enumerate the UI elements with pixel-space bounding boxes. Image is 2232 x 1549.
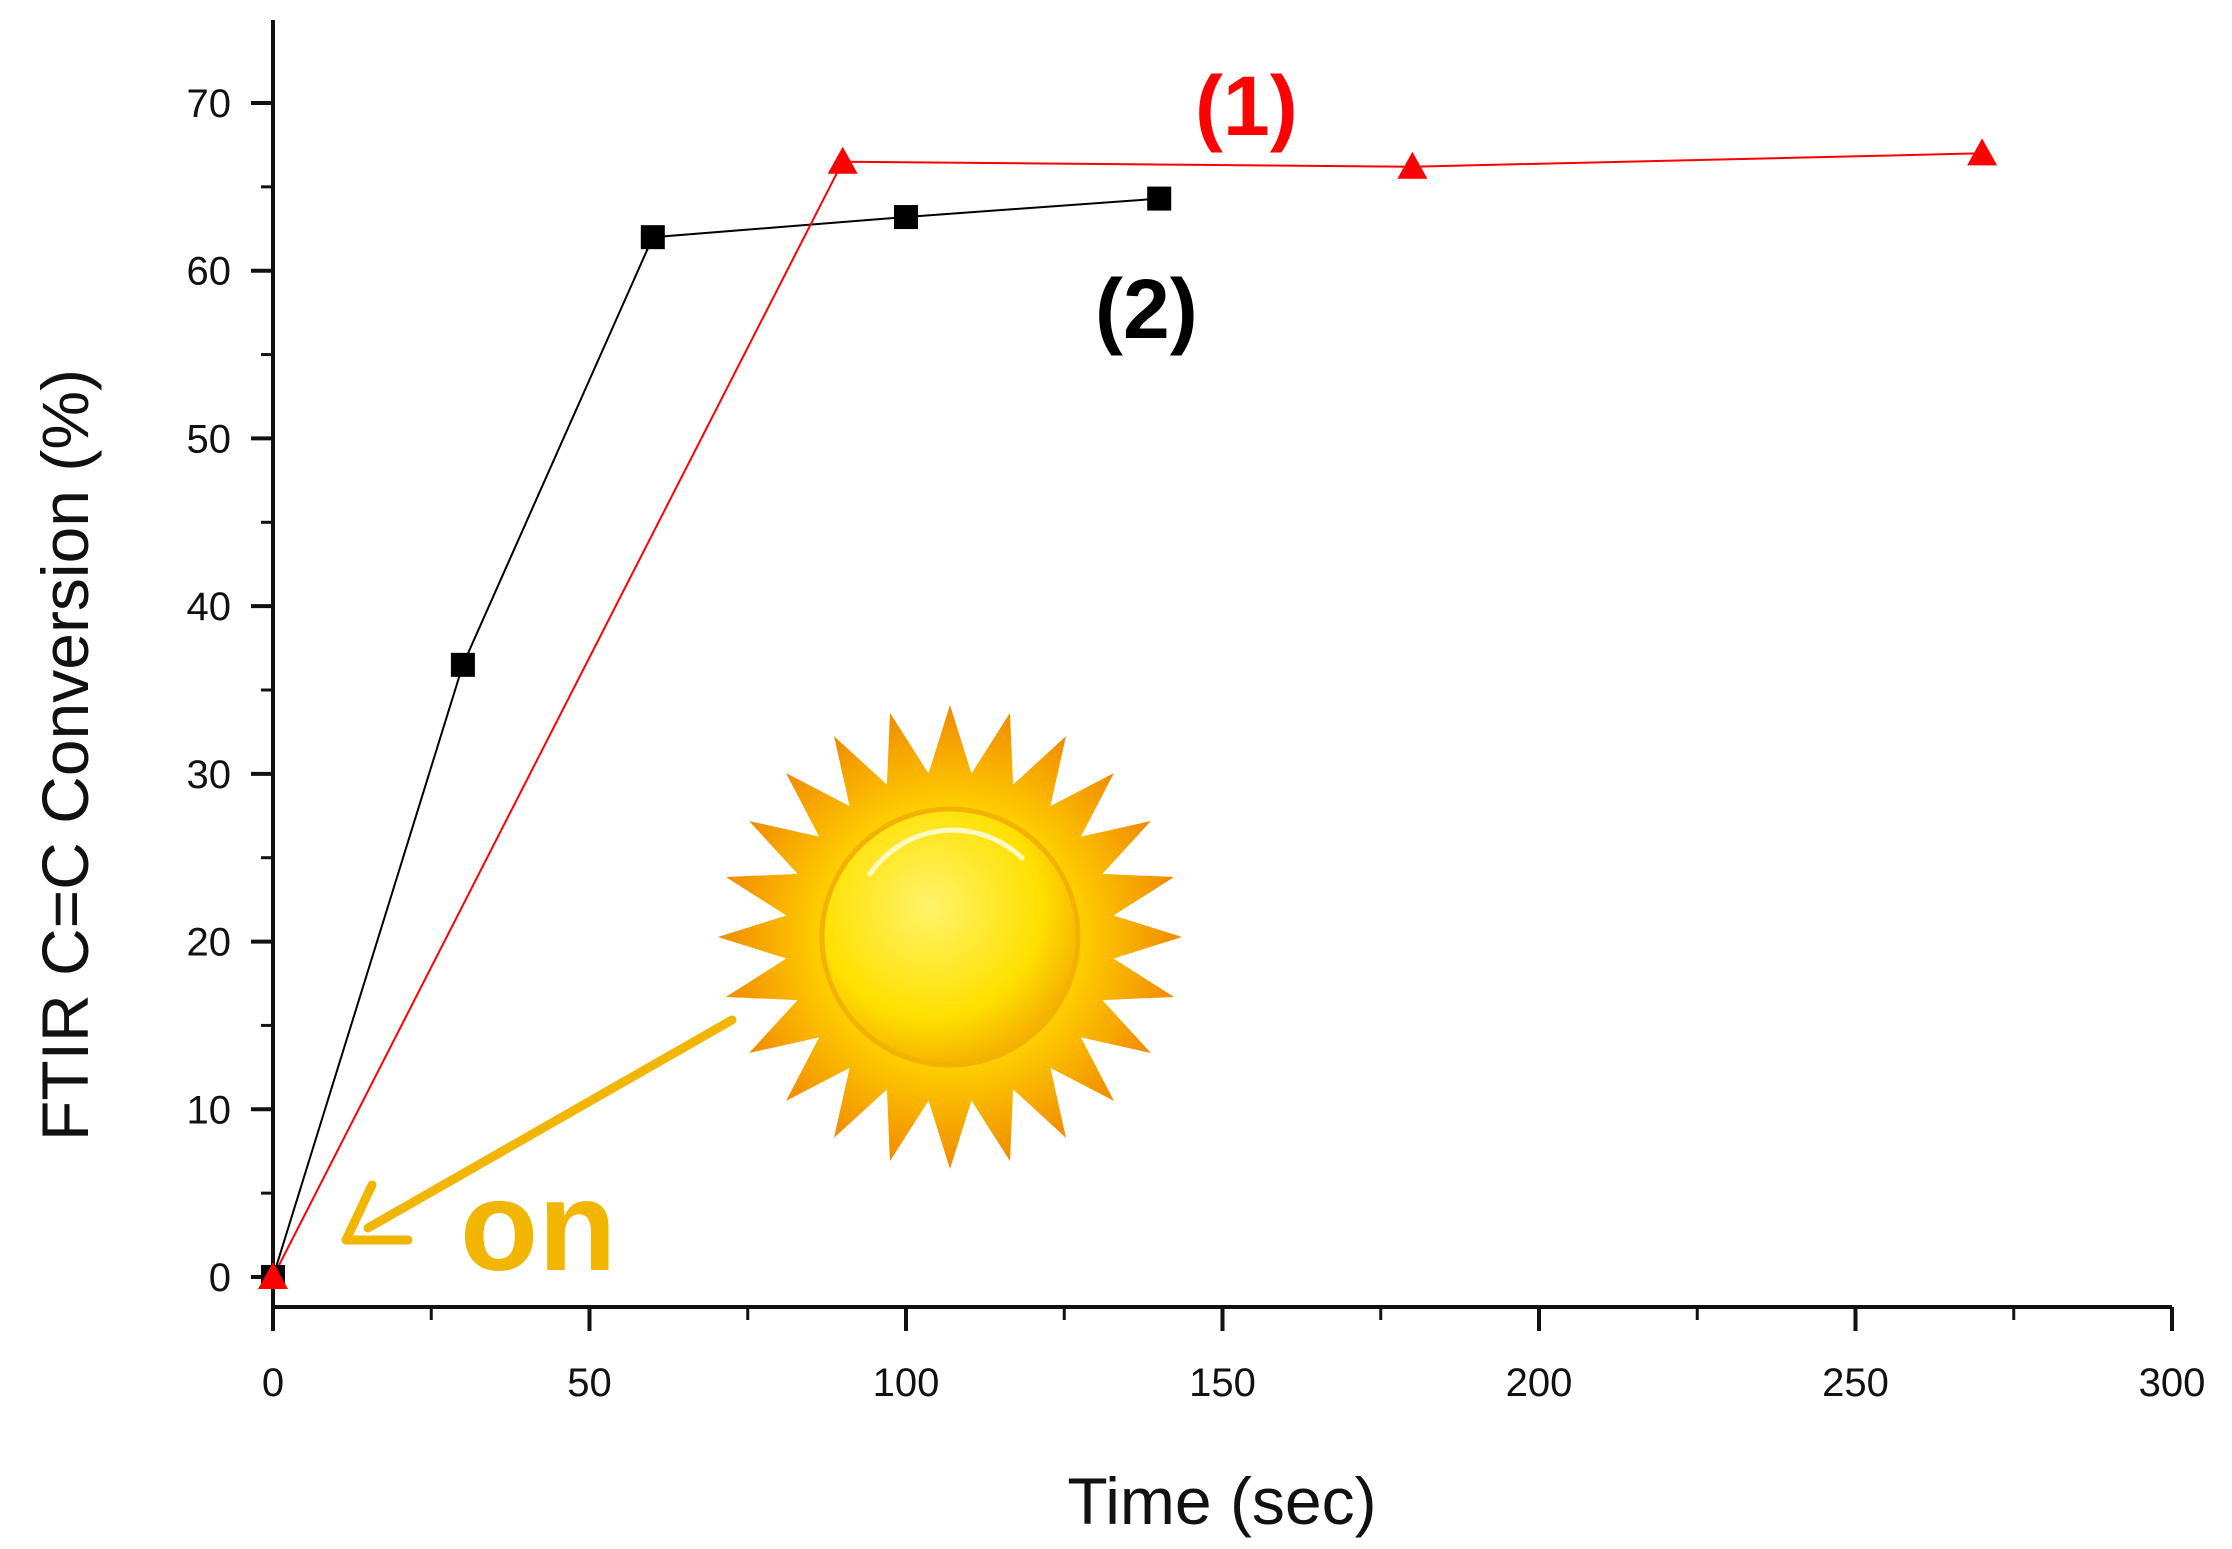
plot-series <box>258 138 1998 1289</box>
series-2-label: (2) <box>1095 262 1198 356</box>
series-2-point <box>894 205 918 230</box>
series-2-line <box>272 197 1160 1278</box>
series-2-point <box>640 225 665 250</box>
series-1-label: (1) <box>1195 59 1298 153</box>
y-axis-title: FTIR C=C Conversion (%) <box>28 369 102 1141</box>
x-ticks: 0 50 100 150 200 250 300 <box>262 1307 2206 1405</box>
x-axis-title: Time (sec) <box>1067 1464 1376 1538</box>
sun-icon <box>718 705 1182 1169</box>
y-tick-label: 20 <box>187 921 232 965</box>
arrow-icon <box>341 1015 737 1245</box>
y-tick-label: 30 <box>187 753 232 797</box>
series-1-point <box>258 1262 288 1289</box>
x-tick-label: 250 <box>1822 1361 1889 1405</box>
y-ticks: 0 10 20 30 40 50 60 70 <box>187 82 273 1300</box>
x-tick-label: 300 <box>2139 1361 2206 1405</box>
series-2-point <box>450 652 475 677</box>
axes: 0 10 20 30 40 50 60 70 0 50 100 150 200 250 300 <box>187 20 2206 1405</box>
x-tick-label: 200 <box>1506 1361 1573 1405</box>
y-tick-label: 50 <box>187 417 232 461</box>
on-label: on <box>460 1155 616 1298</box>
y-tick-label: 0 <box>209 1256 231 1300</box>
series-2-point <box>1147 186 1172 211</box>
y-tick-label: 70 <box>187 82 232 126</box>
x-tick-label: 50 <box>567 1361 612 1405</box>
x-tick-label: 0 <box>262 1361 284 1405</box>
series-1-line <box>272 152 1983 1278</box>
series-1-point <box>1397 151 1428 179</box>
y-tick-label: 10 <box>187 1088 232 1132</box>
y-tick-label: 40 <box>187 585 232 629</box>
sun-highlight <box>867 827 1025 877</box>
sun-core <box>819 806 1081 1068</box>
y-tick-label: 60 <box>187 250 232 294</box>
x-tick-label: 100 <box>873 1361 940 1405</box>
series-1-point <box>827 146 858 174</box>
series-1-point <box>1967 138 1998 166</box>
x-tick-label: 150 <box>1189 1361 1256 1405</box>
